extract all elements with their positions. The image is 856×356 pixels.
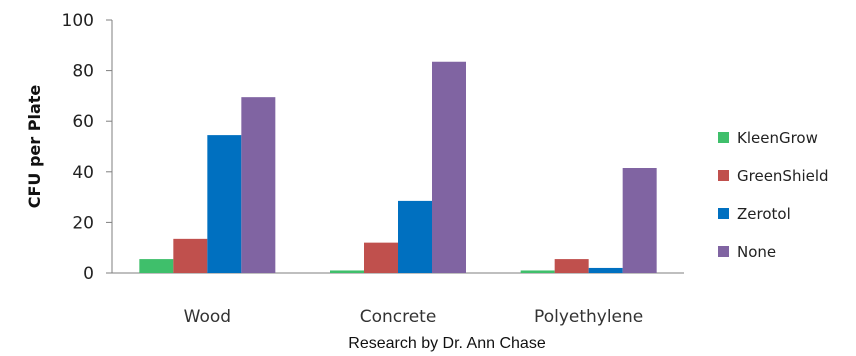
y-axis-ticks: 0 20 40 60 80 100 xyxy=(62,11,112,284)
bar-greenshield-wood xyxy=(173,238,208,273)
legend-swatch xyxy=(718,208,729,219)
y-tick-label: 80 xyxy=(72,62,94,82)
bar-none-concrete xyxy=(432,61,466,274)
legend-entry: KleenGrow xyxy=(737,129,818,147)
legend-entry: Zerotol xyxy=(737,205,791,223)
bar-greenshield-concrete xyxy=(364,242,398,273)
legend-entry: None xyxy=(737,243,776,261)
y-tick-label: 60 xyxy=(72,112,94,132)
category-label: Wood xyxy=(184,307,231,327)
category-labels: Wood Concrete Polyethylene xyxy=(184,307,644,327)
legend-entry: GreenShield xyxy=(737,167,829,185)
y-tick-label: 40 xyxy=(72,163,94,183)
bar-none-wood xyxy=(241,97,276,273)
legend-swatch xyxy=(718,246,729,257)
y-tick-label: 0 xyxy=(83,264,94,284)
bar-zerotol-polyethylene xyxy=(588,267,623,273)
category-label: Polyethylene xyxy=(534,307,643,327)
y-tick-label: 20 xyxy=(72,213,94,233)
legend: KleenGrow GreenShield Zerotol None xyxy=(718,129,829,261)
bar-zerotol-concrete xyxy=(398,200,432,273)
bar-kleengrow-wood xyxy=(139,259,174,273)
y-axis-label: CFU per Plate xyxy=(25,85,44,209)
y-tick-label: 100 xyxy=(62,11,94,31)
research-credit: Research by Dr. Ann Chase xyxy=(348,335,546,352)
bar-zerotol-wood xyxy=(207,135,242,273)
bars xyxy=(139,61,657,274)
legend-swatch xyxy=(718,170,729,181)
category-label: Concrete xyxy=(360,307,437,327)
bar-none-polyethylene xyxy=(622,168,657,273)
legend-swatch xyxy=(718,132,729,143)
bar-kleengrow-polyethylene xyxy=(520,270,555,273)
bar-greenshield-polyethylene xyxy=(554,259,589,273)
bar-kleengrow-concrete xyxy=(330,270,364,273)
